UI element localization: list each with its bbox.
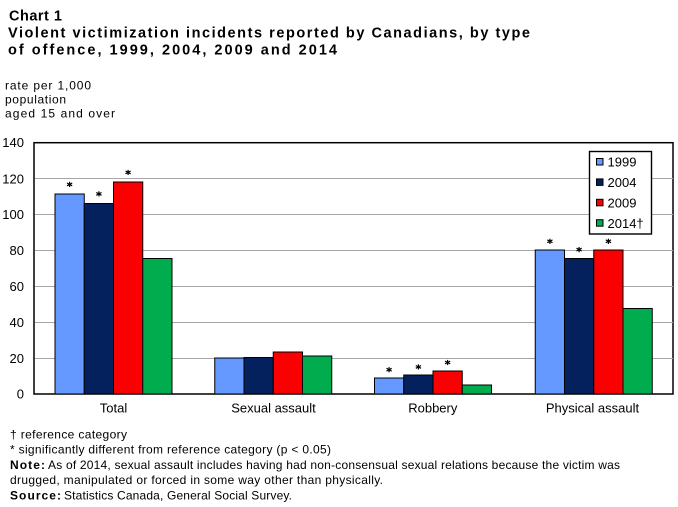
svg-text:120: 120 [2,171,24,186]
svg-text:† reference category: † reference category [10,428,127,442]
svg-text:Robbery: Robbery [408,400,458,415]
svg-text:of offence, 1999, 2004, 2009 a: of offence, 1999, 2004, 2009 and 2014 [8,43,337,59]
svg-text:Source:Statistics Canada, Gene: Source: Statistics Canada, General Social… [10,488,292,502]
svg-text:140: 140 [2,135,24,150]
svg-text:80: 80 [10,243,24,258]
svg-text:60: 60 [10,279,24,294]
svg-text:Sexual assault: Sexual assault [231,400,316,415]
svg-text:2014†: 2014† [608,216,644,231]
svg-text:drugged, manipulated or forced: drugged, manipulated or forced in some w… [10,473,383,487]
svg-text:40: 40 [10,315,24,330]
svg-text:0: 0 [17,387,24,402]
svg-text:100: 100 [2,207,24,222]
svg-text:* significantly different from: * significantly different from reference… [10,443,331,457]
svg-text:2004: 2004 [608,175,637,190]
svg-text:aged 15 and over: aged 15 and over [5,107,115,121]
svg-text:rate per 1,000: rate per 1,000 [5,79,91,93]
svg-text:Violent victimization incident: Violent victimization incidents reported… [8,25,530,41]
svg-text:20: 20 [10,351,24,366]
svg-text:2009: 2009 [608,196,637,211]
svg-text:population: population [5,93,66,107]
svg-text:Chart 1: Chart 1 [9,8,62,24]
svg-text:Note:As of 2014, sexual assaul: Note: As of 2014, sexual assault includes… [10,458,620,472]
svg-text:Total: Total [100,400,128,415]
svg-text:1999: 1999 [608,155,637,170]
svg-text:Physical assault: Physical assault [546,400,640,415]
